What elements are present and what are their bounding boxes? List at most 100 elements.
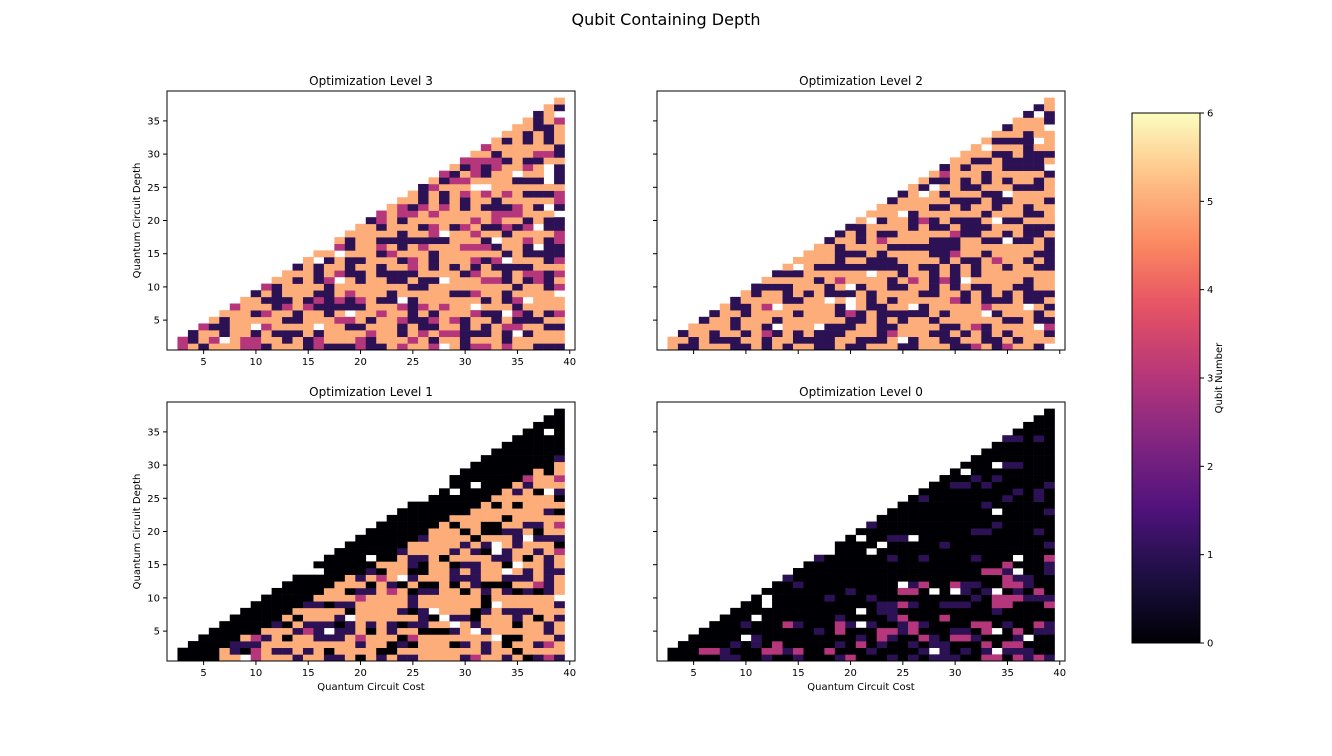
heatmap-cell	[533, 421, 544, 429]
heatmap-cell	[480, 468, 492, 476]
heatmap-cell	[376, 263, 387, 271]
heatmap-cell	[554, 441, 565, 449]
heatmap-cell	[981, 601, 993, 609]
heatmap-cell	[470, 494, 482, 502]
heatmap-cell	[908, 514, 919, 522]
heatmap-cell	[1033, 594, 1045, 602]
heatmap-cell	[740, 336, 752, 344]
heatmap-cell	[866, 601, 877, 609]
heatmap-cell	[740, 607, 752, 615]
heatmap-cell	[677, 330, 689, 338]
heatmap-cell	[918, 283, 930, 291]
heatmap-cell	[866, 223, 877, 231]
heatmap-cell	[793, 601, 804, 609]
heatmap-cell	[282, 343, 293, 351]
heatmap-cell	[407, 330, 419, 338]
heatmap-cell	[533, 654, 544, 662]
heatmap-cell	[480, 144, 492, 152]
heatmap-cell	[981, 568, 993, 575]
heatmap-cell	[960, 528, 972, 536]
heatmap-cell	[407, 534, 419, 542]
heatmap-cell	[1033, 243, 1045, 251]
heatmap-cell	[1044, 290, 1055, 298]
heatmap-cell	[939, 323, 951, 331]
heatmap-cell	[480, 303, 492, 311]
heatmap-cell	[1002, 601, 1013, 609]
heatmap-cell	[480, 488, 492, 496]
heatmap-cell	[355, 647, 367, 655]
heatmap-cell	[355, 601, 367, 609]
heatmap-cell	[918, 217, 930, 225]
heatmap-cell	[459, 230, 471, 238]
heatmap-cell	[772, 627, 783, 635]
heatmap-cell	[282, 607, 293, 615]
heatmap-cell	[303, 323, 314, 331]
heatmap-cell	[834, 263, 846, 271]
heatmap-cell	[949, 263, 961, 271]
heatmap-cell	[1002, 130, 1013, 138]
heatmap-cell	[303, 594, 314, 602]
heatmap-cell	[1033, 508, 1045, 516]
heatmap-cell	[866, 276, 877, 284]
heatmap-cell	[177, 336, 189, 344]
heatmap-cell	[1033, 581, 1045, 589]
heatmap-cell	[208, 641, 220, 649]
heatmap-cell	[772, 607, 783, 615]
heatmap-cell	[376, 343, 387, 351]
heatmap-cell	[459, 283, 471, 291]
heatmap-cell	[355, 607, 367, 615]
heatmap-cell	[1033, 177, 1045, 185]
heatmap-cell	[470, 521, 482, 529]
heatmap-cell	[793, 581, 804, 589]
heatmap-cell	[991, 568, 1003, 575]
heatmap-cell	[887, 243, 898, 251]
heatmap-cell	[918, 296, 930, 304]
heatmap-cell	[439, 177, 450, 185]
heatmap-cell	[845, 323, 857, 331]
heatmap-cell	[512, 183, 523, 191]
heatmap-cell	[1002, 217, 1013, 225]
heatmap-cell	[1023, 554, 1034, 562]
heatmap-cell	[991, 455, 1003, 463]
heatmap-cell	[355, 587, 367, 595]
heatmap-cell	[480, 641, 492, 649]
heatmap-cell	[813, 614, 825, 622]
heatmap-cell	[439, 283, 450, 291]
heatmap-cell	[533, 581, 544, 589]
heatmap-cell	[1012, 124, 1024, 132]
heatmap-cell	[418, 310, 429, 318]
heatmap-cell	[512, 157, 523, 165]
heatmap-cell	[522, 561, 534, 569]
heatmap-cell	[929, 243, 940, 251]
heatmap-cell	[522, 276, 534, 284]
heatmap-cell	[376, 534, 387, 542]
heatmap-cell	[887, 548, 898, 556]
heatmap-cell	[719, 621, 731, 629]
heatmap-cell	[271, 641, 283, 649]
heatmap-cell	[439, 508, 450, 516]
heatmap-cell	[543, 587, 555, 595]
heatmap-cell	[491, 283, 503, 291]
heatmap-cell	[292, 574, 304, 582]
heatmap-cell	[1023, 581, 1034, 589]
heatmap-cell	[439, 183, 450, 191]
heatmap-cell	[480, 290, 492, 298]
heatmap-cell	[543, 481, 555, 489]
heatmap-cell	[824, 263, 836, 271]
heatmap-cell	[1033, 197, 1045, 205]
heatmap-cell	[313, 594, 325, 602]
heatmap-cell	[229, 330, 241, 338]
heatmap-cell	[855, 283, 867, 291]
heatmap-cell	[709, 627, 721, 635]
heatmap-cell	[1023, 441, 1034, 449]
heatmap-cell	[397, 243, 408, 251]
heatmap-cell	[782, 641, 794, 649]
heatmap-cell	[1012, 634, 1024, 642]
heatmap-cell	[449, 296, 461, 304]
heatmap-cell	[793, 283, 804, 291]
heatmap-cell	[876, 627, 888, 635]
heatmap-cell	[970, 594, 982, 602]
heatmap-cell	[250, 290, 262, 298]
heatmap-cell	[918, 607, 930, 615]
heatmap-cell	[887, 534, 898, 542]
